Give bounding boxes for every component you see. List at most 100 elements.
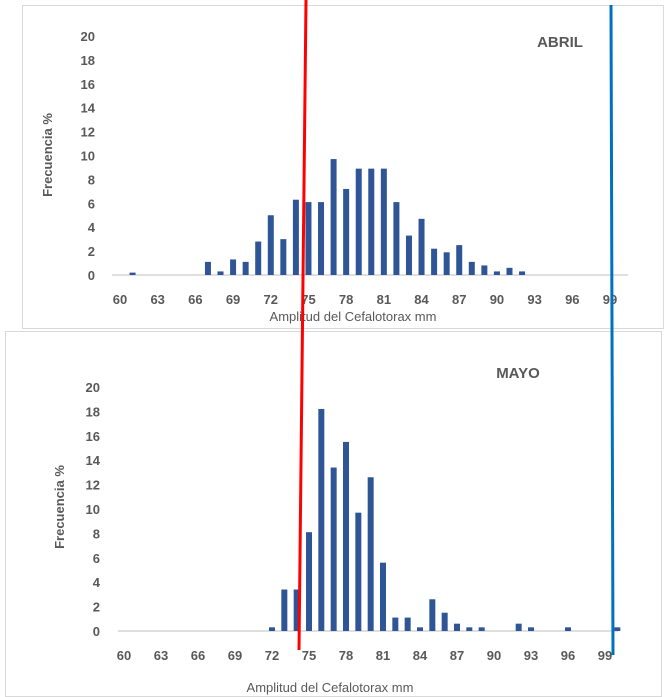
x-tick-label: 93 bbox=[524, 648, 538, 663]
chart-title: ABRIL bbox=[537, 34, 583, 51]
x-tick-label: 63 bbox=[154, 648, 168, 663]
y-tick-label: 14 bbox=[86, 453, 101, 468]
x-tick-label: 96 bbox=[561, 648, 575, 663]
bar bbox=[306, 532, 312, 631]
chart-abril: ABRIL Amplitud del Cefalotorax mm Frecue… bbox=[40, 29, 628, 324]
x-tick-label: 87 bbox=[450, 648, 464, 663]
bar bbox=[318, 408, 325, 631]
y-tick-label: 14 bbox=[81, 101, 96, 116]
bar bbox=[431, 248, 438, 275]
x-tick-label: 75 bbox=[302, 648, 316, 663]
y-tick-label: 0 bbox=[93, 624, 100, 639]
y-tick-label: 10 bbox=[86, 502, 100, 517]
bar bbox=[614, 627, 621, 631]
x-tick-label: 63 bbox=[150, 292, 164, 307]
bar bbox=[242, 261, 249, 275]
x-tick-label: 87 bbox=[452, 292, 466, 307]
x-tick-label: 66 bbox=[191, 648, 205, 663]
y-tick-label: 12 bbox=[81, 125, 95, 140]
x-tick-label: 69 bbox=[226, 292, 240, 307]
bar bbox=[355, 512, 362, 631]
bar bbox=[468, 261, 475, 275]
bar bbox=[466, 627, 473, 631]
bar bbox=[293, 589, 300, 631]
x-tick-label: 78 bbox=[339, 292, 353, 307]
bar bbox=[343, 441, 349, 631]
bar bbox=[404, 617, 411, 631]
x-tick-label: 78 bbox=[339, 648, 353, 663]
x-tick-label: 84 bbox=[413, 648, 428, 663]
x-tick-label: 99 bbox=[603, 292, 617, 307]
bar bbox=[392, 617, 399, 631]
bar bbox=[478, 627, 485, 631]
y-tick-label: 2 bbox=[93, 600, 100, 615]
x-tick-label: 66 bbox=[188, 292, 202, 307]
y-tick-label: 8 bbox=[88, 172, 95, 187]
x-tick-label: 60 bbox=[113, 292, 127, 307]
chart-mayo: MAYO Amplitud del Cefalotorax mm Frecuen… bbox=[52, 365, 621, 695]
bar bbox=[380, 562, 386, 631]
y-tick-label: 16 bbox=[86, 429, 100, 444]
y-tick-label: 4 bbox=[93, 575, 101, 590]
bar bbox=[343, 188, 350, 275]
x-tick-label: 69 bbox=[228, 648, 242, 663]
bar bbox=[515, 623, 522, 631]
x-tick-label: 93 bbox=[527, 292, 541, 307]
y-tick-label: 8 bbox=[93, 526, 100, 541]
bar bbox=[418, 218, 425, 275]
y-tick-label: 20 bbox=[86, 380, 100, 395]
bar bbox=[506, 267, 513, 275]
bar bbox=[281, 589, 288, 631]
bar bbox=[405, 235, 412, 275]
bar bbox=[129, 272, 136, 275]
bar bbox=[318, 202, 325, 275]
x-tick-label: 75 bbox=[301, 292, 315, 307]
bar bbox=[267, 215, 274, 275]
x-tick-label: 96 bbox=[565, 292, 579, 307]
chart-title: MAYO bbox=[496, 365, 540, 382]
bar bbox=[330, 159, 337, 275]
bar bbox=[493, 271, 500, 275]
bar bbox=[330, 467, 337, 631]
bar bbox=[393, 202, 400, 275]
blue-reference-line bbox=[609, 4, 615, 656]
y-tick-label: 0 bbox=[88, 268, 95, 283]
y-tick-label: 16 bbox=[81, 77, 95, 92]
y-axis-label: Frecuencia % bbox=[52, 465, 67, 549]
bar bbox=[429, 599, 436, 631]
reference-lines bbox=[297, 0, 615, 656]
bar bbox=[292, 199, 299, 275]
x-tick-label: 81 bbox=[377, 292, 391, 307]
y-axis-label: Frecuencia % bbox=[40, 113, 55, 197]
x-tick-label: 99 bbox=[598, 648, 612, 663]
bar bbox=[355, 168, 362, 275]
bar bbox=[255, 241, 262, 275]
x-tick-label: 90 bbox=[487, 648, 501, 663]
bar bbox=[565, 627, 571, 631]
bar bbox=[367, 477, 374, 631]
y-tick-label: 10 bbox=[81, 149, 95, 164]
bar bbox=[368, 168, 375, 275]
y-tick-label: 2 bbox=[88, 244, 95, 259]
x-axis-label: Amplitud del Cefalotorax mm bbox=[270, 309, 437, 324]
red-reference-line bbox=[297, 0, 308, 651]
bar bbox=[380, 168, 387, 275]
x-tick-label: 81 bbox=[376, 648, 390, 663]
y-tick-label: 18 bbox=[86, 404, 100, 419]
bar bbox=[417, 627, 423, 631]
bar bbox=[217, 271, 224, 275]
bar bbox=[528, 627, 534, 631]
x-tick-label: 60 bbox=[117, 648, 131, 663]
bar bbox=[454, 623, 460, 631]
bar bbox=[269, 627, 275, 631]
bar bbox=[305, 202, 312, 275]
x-axis-label: Amplitud del Cefalotorax mm bbox=[247, 680, 414, 695]
y-tick-label: 6 bbox=[88, 196, 95, 211]
x-tick-label: 90 bbox=[490, 292, 504, 307]
bar bbox=[481, 265, 488, 275]
x-tick-label: 84 bbox=[414, 292, 429, 307]
bar bbox=[443, 252, 450, 275]
y-tick-label: 12 bbox=[86, 478, 100, 493]
bar bbox=[519, 271, 526, 275]
